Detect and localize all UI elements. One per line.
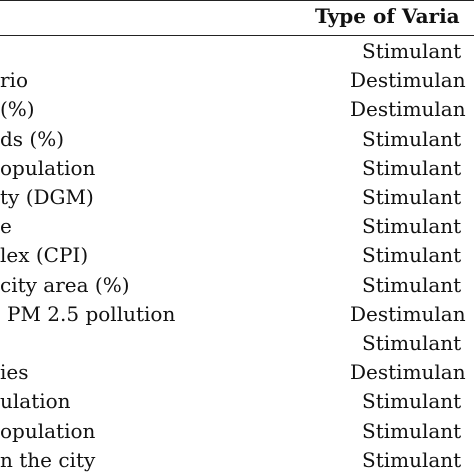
variable-type-cell: Stimulant (362, 126, 462, 151)
table-row: Stimulant (0, 39, 474, 69)
variable-name-cell: ds (%) (0, 126, 65, 151)
table-row: lex (CPI) Stimulant (0, 243, 474, 273)
variable-type-cell: Destimulan (350, 68, 466, 93)
variable-type-cell: Stimulant (362, 243, 462, 268)
header-rule (0, 35, 474, 36)
variable-type-cell: Stimulant (362, 389, 462, 414)
variable-type-cell: Destimulan (350, 301, 466, 326)
variable-name-cell: ulation (0, 389, 71, 414)
variable-type-cell: Stimulant (362, 331, 462, 355)
table-row: opulation Stimulant (0, 419, 474, 449)
variable-name-cell: lex (CPI) (0, 243, 89, 268)
table-row: n the city Stimulant (0, 448, 474, 474)
table-row: city area (%) Stimulant (0, 273, 474, 303)
variable-name-cell: rio (0, 68, 28, 93)
variable-type-cell: Stimulant (362, 155, 462, 180)
table-row: ies Destimulan (0, 360, 474, 390)
table-row: ulation Stimulant (0, 389, 474, 419)
variable-name-cell: n the city (0, 447, 96, 472)
variable-name-cell: PM 2.5 pollution (7, 301, 176, 326)
table-row: rio Destimulan (0, 68, 474, 98)
variable-type-cell: Stimulant (362, 214, 462, 239)
variable-type-cell: Stimulant (362, 272, 462, 297)
table-row: opulation Stimulant (0, 156, 474, 186)
variable-name-cell: opulation (0, 418, 96, 443)
table-row: (%) Destimulan (0, 97, 474, 127)
variable-type-cell: Stimulant (362, 39, 462, 63)
table-row: e Stimulant (0, 214, 474, 244)
table-row: PM 2.5 pollution Destimulan (0, 302, 474, 332)
variable-name-cell: (%) (0, 97, 35, 122)
variable-name-cell: opulation (0, 155, 96, 180)
table-row: ds (%) Stimulant (0, 127, 474, 157)
variable-name-cell: e (0, 214, 12, 239)
variable-type-cell: Destimulan (350, 97, 466, 122)
column-header-type: Type of Varia (315, 4, 460, 28)
table-row: ty (DGM) Stimulant (0, 185, 474, 215)
variable-type-cell: Stimulant (362, 418, 462, 443)
variable-name-cell: city area (%) (0, 272, 130, 297)
table-top-rule (0, 0, 474, 1)
variable-name-cell: ies (0, 360, 29, 385)
variable-name-cell: ty (DGM) (0, 185, 94, 209)
variable-type-cell: Destimulan (350, 360, 466, 385)
variable-type-cell: Stimulant (362, 447, 462, 472)
table-row: Stimulant (0, 331, 474, 361)
variable-type-cell: Stimulant (362, 185, 462, 209)
